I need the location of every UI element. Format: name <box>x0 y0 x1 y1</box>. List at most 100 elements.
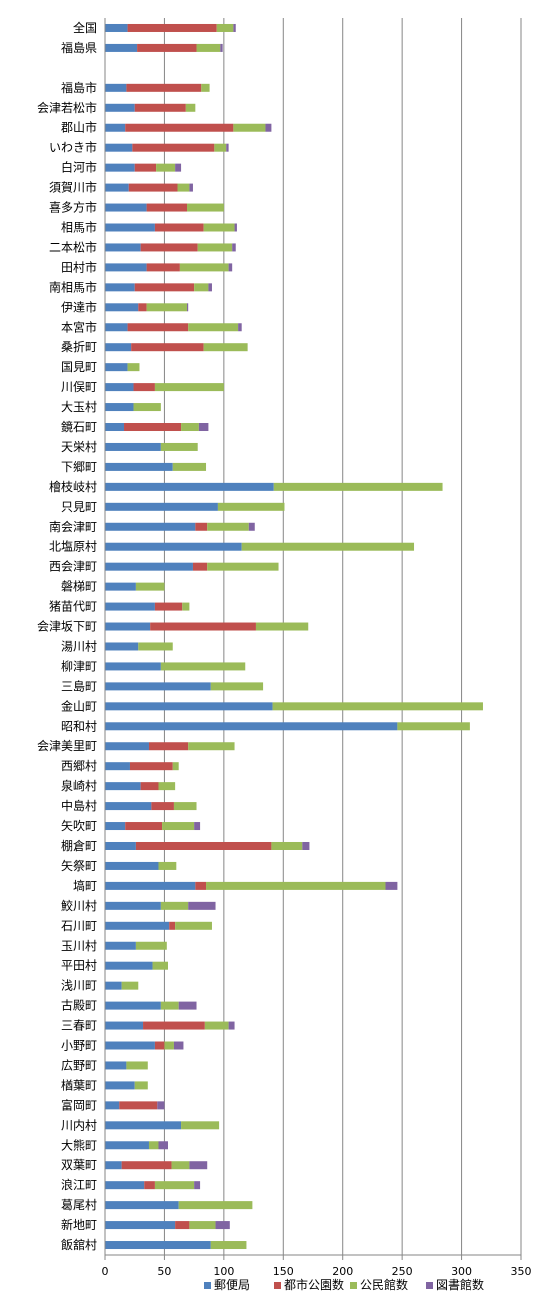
bar-segment <box>135 582 165 591</box>
bar-segment <box>201 83 210 92</box>
category-label: 浪江町 <box>61 1177 97 1192</box>
bar-segment <box>105 423 125 432</box>
bar-segment <box>125 822 163 831</box>
category-label: 石川町 <box>61 919 97 933</box>
bar-segment <box>185 103 196 112</box>
category-label: 古殿町 <box>61 998 97 1013</box>
bar-segment <box>160 442 198 451</box>
bar-segment <box>105 183 129 192</box>
bar-segment <box>119 1101 158 1110</box>
bar-segment <box>181 423 199 432</box>
category-label: 葛尾村 <box>61 1198 97 1212</box>
bar-segment <box>187 303 189 312</box>
bar-segment <box>146 263 180 272</box>
bar-segment <box>135 941 167 950</box>
bar-segment <box>105 762 130 771</box>
x-tick-label: 100 <box>213 1265 234 1278</box>
bar-segment <box>158 782 176 791</box>
bar-segment <box>173 1041 184 1050</box>
category-label: 会津美里町 <box>37 739 97 753</box>
bar-segment <box>105 822 126 831</box>
category-label: 桑折町 <box>61 339 97 354</box>
category-label: 会津坂下町 <box>37 620 97 634</box>
bar-segment <box>188 901 216 910</box>
x-tick-label: 300 <box>451 1265 472 1278</box>
bar-segment <box>194 1181 201 1190</box>
category-label: 鮫川村 <box>61 898 97 913</box>
bar-segment <box>204 1021 229 1030</box>
bar-segment <box>105 1061 127 1070</box>
x-tick-label: 250 <box>392 1265 413 1278</box>
bar-segment <box>188 742 235 751</box>
bar-segment <box>105 702 273 711</box>
category-label: 北塩原村 <box>49 539 97 554</box>
bar-segment <box>197 243 233 252</box>
bar-segment <box>105 462 173 471</box>
bar-segment <box>124 423 182 432</box>
bar-segment <box>241 542 415 551</box>
bar-segment <box>156 163 176 172</box>
bar-segment <box>208 283 212 292</box>
bar-segment <box>143 1021 205 1030</box>
bar-segment <box>151 802 174 811</box>
bar-segment <box>172 462 207 471</box>
category-label: 小野町 <box>61 1039 97 1053</box>
category-label: 喜多方市 <box>49 200 97 215</box>
category-label: 猪苗代町 <box>49 600 97 614</box>
bar-segment <box>105 901 161 910</box>
bar-segment <box>169 921 176 930</box>
bar-segment <box>105 1121 182 1130</box>
bar-segment <box>194 283 209 292</box>
bar-segment <box>105 1221 176 1230</box>
bar-segment <box>228 1021 235 1030</box>
bar-segment <box>206 881 386 890</box>
bar-segment <box>105 163 135 172</box>
bar-segment <box>207 522 249 531</box>
bar-segment <box>131 343 204 352</box>
bar-segment <box>220 43 223 52</box>
bar-segment <box>105 203 147 212</box>
legend-swatch <box>204 1282 211 1289</box>
bar-segment <box>302 841 310 850</box>
bar-segment <box>105 1241 211 1250</box>
bar-segment <box>105 622 151 631</box>
bar-segment <box>177 183 190 192</box>
category-label: 檜枝岐村 <box>49 479 97 494</box>
bar-segment <box>138 303 147 312</box>
bar-segment <box>217 502 285 511</box>
category-label: 棚倉町 <box>61 838 97 853</box>
x-tick-label: 0 <box>102 1265 109 1278</box>
bar-segment <box>105 802 152 811</box>
category-label: 平田村 <box>61 959 97 973</box>
bar-segment <box>154 1041 165 1050</box>
x-tick-label: 150 <box>273 1265 294 1278</box>
bar-segment <box>105 143 133 152</box>
bar-segment <box>216 23 234 32</box>
bar-segment <box>105 582 136 591</box>
bar-segment <box>133 383 155 392</box>
bar-segment <box>194 822 201 831</box>
category-label: 西郷村 <box>61 759 97 773</box>
bar-segment <box>127 323 189 332</box>
bar-segment <box>198 423 209 432</box>
bar-segment <box>203 223 235 232</box>
bar-segment <box>215 1221 230 1230</box>
category-label: 相馬市 <box>61 219 97 234</box>
bar-segment <box>210 1241 247 1250</box>
bar-segment <box>105 43 138 52</box>
bar-segment <box>150 622 256 631</box>
bar-segment <box>189 1161 208 1170</box>
bar-segment <box>105 363 128 372</box>
bar-segment <box>154 223 204 232</box>
category-label: 湯川村 <box>61 639 97 653</box>
legend-label: 公民館数 <box>360 1277 408 1292</box>
bar-segment <box>160 1001 179 1010</box>
category-label: 下郷町 <box>61 460 97 474</box>
bar-segment <box>127 363 140 372</box>
bar-segment <box>152 961 168 970</box>
bar-segment <box>173 802 197 811</box>
legend-swatch <box>274 1282 281 1289</box>
bar-segment <box>189 183 193 192</box>
bar-segment <box>158 861 177 870</box>
